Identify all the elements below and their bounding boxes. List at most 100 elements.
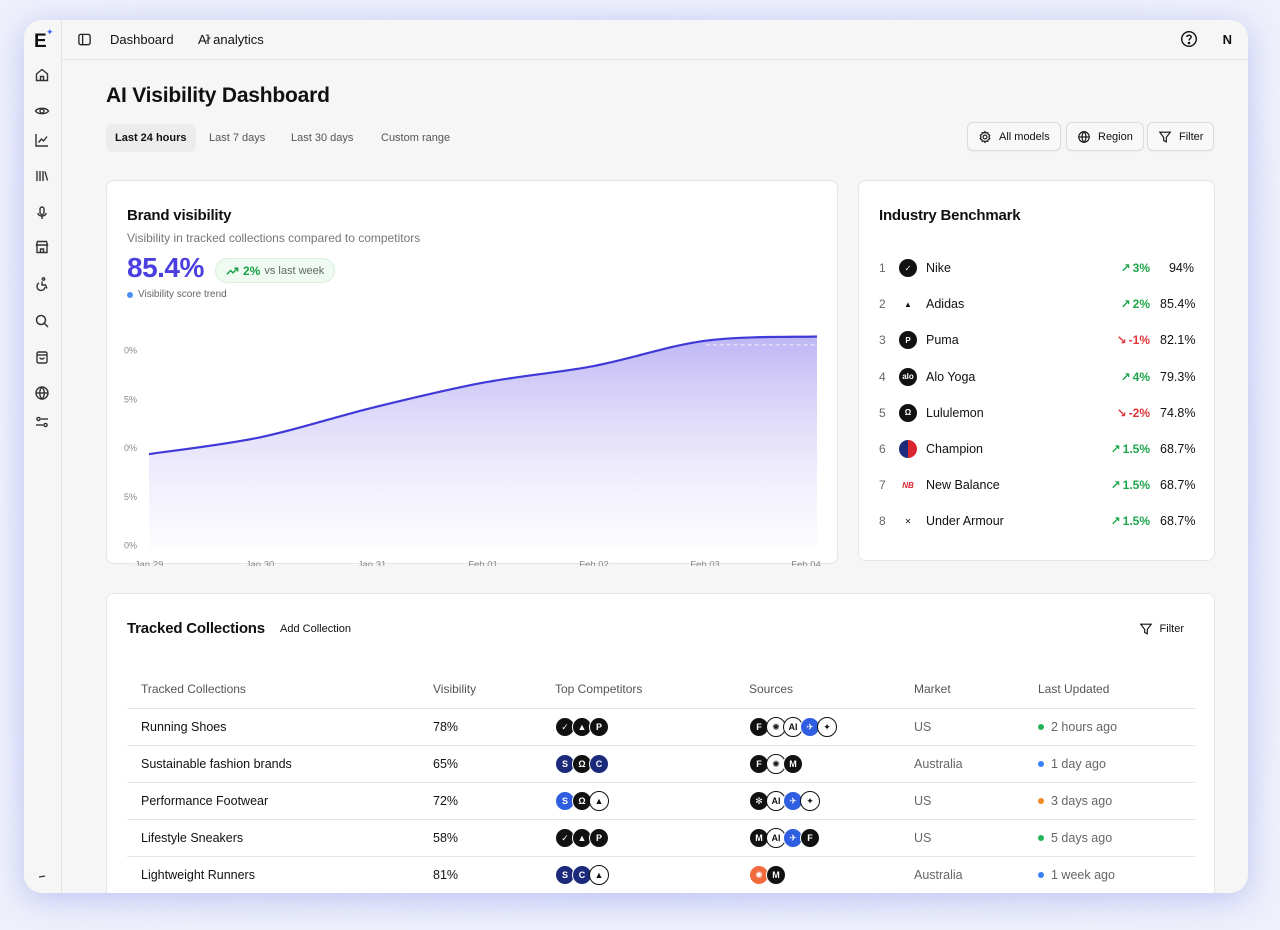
- table-row[interactable]: Running Shoes 78% ✓ ▲ P F ✺ AI ✈ ✦ US 2 hours ago: [127, 708, 1195, 745]
- collection-visibility: 81%: [433, 868, 459, 882]
- collection-market: US: [914, 794, 932, 808]
- accessibility-icon[interactable]: [34, 276, 50, 292]
- trend-up-icon: [226, 266, 239, 275]
- tab-custom-range[interactable]: Custom range: [381, 132, 451, 144]
- help-icon[interactable]: [1180, 30, 1198, 48]
- benchmark-row[interactable]: 7 NB New Balance ↗ 1.5% 68.7%: [879, 474, 1195, 496]
- trend-up-icon: ↗: [1120, 261, 1131, 275]
- trend-up-icon: ↗: [1120, 297, 1131, 312]
- champion-logo-icon: [899, 440, 917, 458]
- industry-benchmark-card: Industry Benchmark 1 ✓ Nike ↗ 3% 94% 2 ▲ Adidas ↗…: [858, 180, 1215, 561]
- collection-visibility: 58%: [433, 831, 459, 845]
- collection-visibility: 78%: [433, 720, 459, 734]
- microphone-icon[interactable]: [34, 205, 50, 221]
- eye-icon[interactable]: [34, 103, 50, 119]
- line-chart-icon[interactable]: [34, 132, 50, 148]
- library-icon[interactable]: [34, 168, 50, 184]
- delta-badge: 2% vs last week: [215, 258, 336, 283]
- column-header-visibility[interactable]: Visibility: [433, 682, 477, 696]
- column-header-competitors[interactable]: Top Competitors: [555, 682, 643, 696]
- x-tick-label: Jan 30: [246, 560, 275, 567]
- tab-last-24-hours[interactable]: Last 24 hours: [106, 124, 196, 152]
- benchmark-row[interactable]: 5 Ω Lululemon ↘ -2% 74.8%: [879, 402, 1195, 424]
- benchmark-row[interactable]: 1 ✓ Nike ↗ 3% 94%: [879, 257, 1194, 279]
- sources: F ✺ M: [749, 754, 803, 774]
- collection-name[interactable]: Running Shoes: [141, 720, 227, 734]
- table-row[interactable]: Lightweight Runners 81% S C ▲ ✺ M Australia 1 we…: [127, 856, 1195, 893]
- last-updated: 1 week ago: [1038, 868, 1115, 882]
- benchmark-brand-name: Nike: [926, 261, 952, 275]
- y-tick-label: 5%: [124, 492, 137, 502]
- x-tick-label: Feb 01: [468, 560, 498, 567]
- app-logo[interactable]: E: [34, 31, 47, 52]
- adidas-logo-icon: ▲: [589, 865, 609, 885]
- home-icon[interactable]: [34, 67, 50, 83]
- collection-market: US: [914, 720, 932, 734]
- x-tick-label: Jan 29: [135, 560, 164, 567]
- sidebar-toggle-icon[interactable]: [77, 32, 92, 47]
- breadcrumb-dashboard[interactable]: Dashboard: [110, 32, 174, 47]
- sparkle-icon: ✦: [46, 27, 54, 37]
- tab-last-7-days[interactable]: Last 7 days: [209, 132, 266, 144]
- table-filter-button[interactable]: Filter: [1139, 622, 1184, 636]
- add-collection-button[interactable]: Add Collection: [280, 623, 351, 635]
- delta-value: 2%: [243, 263, 261, 278]
- shopping-bag-icon[interactable]: [34, 349, 50, 365]
- collection-name[interactable]: Sustainable fashion brands: [141, 757, 292, 771]
- globe-icon[interactable]: [34, 385, 50, 401]
- benchmark-delta: ↗ 2%: [1121, 297, 1150, 311]
- all-models-button[interactable]: All models: [967, 122, 1061, 151]
- benchmark-brand-name: New Balance: [926, 478, 1000, 493]
- sources: M AI ✈ F: [749, 828, 820, 848]
- benchmark-row[interactable]: 8 ✕ Under Armour ↗ 1.5% 68.7%: [879, 510, 1195, 532]
- collection-market: US: [914, 831, 932, 845]
- tab-last-30-days[interactable]: Last 30 days: [291, 132, 354, 144]
- column-header-sources[interactable]: Sources: [749, 682, 794, 696]
- series-area: [149, 336, 817, 549]
- benchmark-row[interactable]: 3 P Puma ↘ -1% 82.1%: [879, 329, 1195, 351]
- column-header-last-updated[interactable]: Last Updated: [1038, 682, 1110, 696]
- chevron-right-icon: [203, 31, 213, 45]
- benchmark-rank: 7: [879, 478, 886, 493]
- table-row[interactable]: Performance Footwear 72% S Ω ▲ ✻ AI ✈ ✦ US 3 days …: [127, 782, 1195, 819]
- openai-icon: ✺: [766, 754, 786, 774]
- trend-up-icon: ↗: [1110, 514, 1121, 529]
- collection-name[interactable]: Lifestyle Sneakers: [141, 831, 244, 845]
- column-header-collection[interactable]: Tracked Collections: [141, 682, 246, 696]
- settings-sliders-icon[interactable]: [34, 414, 50, 430]
- benchmark-brand-name: Lululemon: [926, 405, 984, 420]
- benchmark-delta: ↗ 4%: [1121, 370, 1150, 384]
- y-tick-label: 0%: [124, 346, 137, 356]
- benchmark-delta-value: -2%: [1128, 405, 1150, 420]
- collection-market: Australia: [914, 868, 963, 882]
- status-dot: [1038, 834, 1044, 841]
- benchmark-rank: 5: [879, 405, 886, 420]
- champion-logo-icon: C: [589, 754, 609, 774]
- benchmark-row[interactable]: 6 Champion ↗ 1.5% 68.7%: [879, 438, 1195, 460]
- gemini-icon: ✦: [817, 717, 837, 737]
- table-row[interactable]: Lifestyle Sneakers 58% ✓ ▲ P M AI ✈ F US 5 days ag…: [127, 819, 1195, 856]
- collection-name[interactable]: Lightweight Runners: [141, 868, 255, 882]
- search-icon[interactable]: [34, 313, 50, 329]
- adidas-logo-icon: ▲: [589, 791, 609, 811]
- avatar[interactable]: N: [1222, 32, 1232, 47]
- store-icon[interactable]: [34, 239, 50, 255]
- visibility-value: 85.4%: [127, 252, 204, 283]
- filter-button[interactable]: Filter: [1147, 122, 1215, 151]
- sources: ✻ AI ✈ ✦: [749, 791, 820, 811]
- globe-icon: [1078, 130, 1090, 143]
- top-competitors: ✓ ▲ P: [555, 717, 609, 737]
- table-filter-label: Filter: [1159, 623, 1184, 635]
- benchmark-brand-name: Under Armour: [926, 514, 1004, 529]
- top-competitors: ✓ ▲ P: [555, 828, 609, 848]
- collapse-icon[interactable]: [34, 868, 50, 884]
- column-header-market[interactable]: Market: [914, 682, 951, 696]
- benchmark-row[interactable]: 2 ▲ Adidas ↗ 2% 85.4%: [879, 293, 1195, 315]
- table-row[interactable]: Sustainable fashion brands 65% S Ω C F ✺ M Austr…: [127, 745, 1195, 782]
- region-button[interactable]: Region: [1066, 122, 1144, 151]
- benchmark-brand-name: Puma: [926, 333, 959, 348]
- benchmark-row[interactable]: 4 alo Alo Yoga ↗ 4% 79.3%: [879, 366, 1195, 388]
- benchmark-delta: ↗ 1.5%: [1111, 478, 1150, 492]
- benchmark-delta-value: 4%: [1132, 369, 1150, 384]
- collection-name[interactable]: Performance Footwear: [141, 794, 269, 808]
